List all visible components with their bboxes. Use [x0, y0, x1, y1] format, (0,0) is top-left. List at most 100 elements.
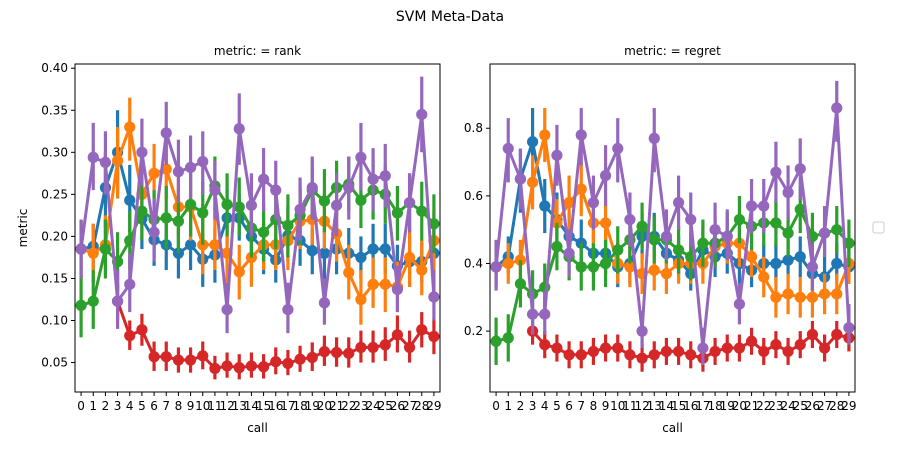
data-point — [502, 142, 514, 155]
data-point — [575, 349, 587, 361]
data-point — [563, 197, 575, 209]
x-tick-label: 20 — [317, 399, 332, 413]
x-tick-label: 9 — [602, 399, 610, 413]
data-point — [502, 257, 514, 270]
data-point — [148, 351, 160, 363]
data-point — [330, 346, 343, 359]
data-point — [551, 149, 563, 161]
data-point — [721, 342, 733, 354]
data-point — [124, 194, 136, 206]
data-point — [782, 254, 794, 266]
x-tick-label: 1 — [89, 399, 97, 413]
data-point — [660, 230, 673, 243]
x-tick-label: 24 — [780, 399, 795, 413]
data-point — [294, 203, 306, 216]
data-point — [318, 346, 331, 358]
x-tick-label: 7 — [162, 399, 170, 413]
data-point — [685, 213, 697, 226]
data-point — [136, 324, 148, 336]
x-tick-label: 22 — [341, 399, 356, 413]
data-point — [526, 176, 539, 188]
data-point — [709, 345, 721, 358]
x-tick-label: 8 — [175, 399, 183, 413]
data-point — [379, 170, 391, 182]
data-point — [758, 345, 770, 358]
data-point — [124, 330, 136, 342]
y-tick-label: 0.05 — [41, 356, 68, 370]
axes-frame — [74, 63, 441, 393]
data-point — [685, 349, 697, 361]
data-point — [124, 121, 136, 133]
data-point — [87, 247, 99, 259]
x-tick-label: 8 — [590, 399, 598, 413]
x-tick-label: 17 — [695, 399, 710, 413]
figure-title: SVM Meta-Data — [396, 9, 504, 25]
data-point — [209, 184, 221, 196]
y-tick-label: 0.35 — [41, 103, 68, 117]
data-point — [87, 151, 99, 163]
data-point — [648, 264, 660, 276]
data-point — [624, 213, 636, 226]
data-point — [563, 349, 575, 361]
x-tick-label: 28 — [829, 399, 844, 413]
data-point — [672, 197, 685, 209]
data-point — [318, 247, 331, 259]
data-point — [648, 132, 660, 144]
y-tick-label: 0.8 — [464, 121, 483, 135]
data-point — [87, 295, 99, 307]
x-tick-label: 17 — [280, 399, 295, 413]
data-point — [831, 257, 843, 270]
y-tick-label: 0.2 — [464, 324, 483, 338]
data-point — [306, 245, 318, 257]
x-tick-label: 14 — [659, 399, 674, 413]
data-point — [770, 257, 782, 270]
data-point — [636, 325, 648, 337]
data-point — [782, 288, 794, 300]
data-point — [599, 217, 612, 229]
data-point — [75, 299, 87, 311]
data-point — [697, 237, 709, 249]
x-tick-label: 21 — [744, 399, 759, 413]
x-tick-label: 6 — [565, 399, 573, 413]
data-point — [233, 266, 245, 278]
x-tick-label: 15 — [256, 399, 271, 413]
data-point — [697, 342, 709, 354]
data-point — [416, 324, 428, 336]
x-tick-label: 19 — [720, 399, 735, 413]
data-point — [197, 350, 209, 362]
data-point — [612, 244, 624, 256]
data-point — [782, 227, 794, 239]
data-point — [587, 345, 600, 358]
data-point — [148, 167, 160, 179]
data-point — [502, 332, 514, 344]
data-point — [221, 303, 233, 316]
legend-frame — [872, 221, 885, 234]
data-point — [343, 266, 355, 279]
data-point — [624, 261, 636, 273]
data-point — [379, 339, 391, 351]
data-point — [270, 356, 282, 368]
data-point — [318, 195, 331, 207]
x-tick-label: 25 — [793, 399, 808, 413]
data-point — [257, 173, 270, 185]
data-point — [197, 207, 209, 219]
x-tick-label: 1 — [504, 399, 512, 413]
x-tick-label: 23 — [353, 399, 368, 413]
data-point — [648, 349, 660, 361]
data-point — [403, 197, 416, 209]
data-point — [355, 194, 367, 206]
data-point — [391, 283, 404, 295]
data-point — [197, 155, 209, 168]
data-point — [136, 146, 148, 158]
data-point — [257, 226, 270, 238]
x-tick-label: 5 — [553, 399, 561, 413]
data-point — [160, 351, 172, 363]
x-tick-label: 2 — [517, 399, 525, 413]
data-point — [245, 199, 258, 211]
data-point — [172, 166, 185, 178]
data-point — [843, 322, 855, 334]
data-point — [282, 303, 294, 316]
data-point — [428, 218, 440, 230]
